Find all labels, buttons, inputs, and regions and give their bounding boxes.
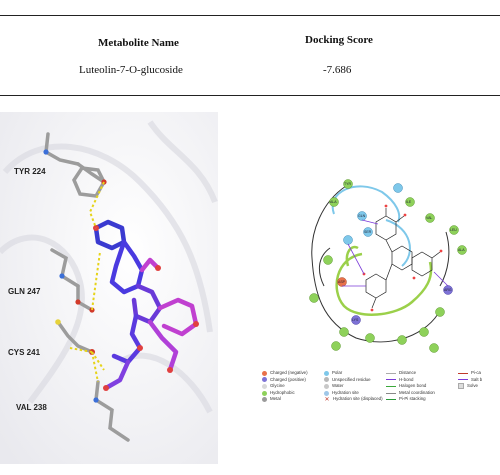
residue-label-val: VAL 238 xyxy=(16,403,47,412)
legend-item-solvent: Solve xyxy=(458,383,482,390)
interaction-2d-svg: TYR ALA ILE VAL LEU ALA GLN SER LYS ARG … xyxy=(309,179,467,353)
svg-text:LYS: LYS xyxy=(352,318,359,322)
swatch-water xyxy=(324,383,329,389)
swatch-h-bond xyxy=(386,379,396,381)
legend-item-charged-negative: Charged (negative) xyxy=(262,370,308,377)
cell-metabolite-name: Luteolin-7-O-glucoside xyxy=(79,64,183,76)
legend-item-unspecified: Unspecified residue xyxy=(324,377,383,384)
svg-text:ASP: ASP xyxy=(338,280,346,284)
residue-label-gln: GLN 247 xyxy=(8,287,41,296)
legend-item-halogen-bond: Halogen bond xyxy=(386,383,435,390)
swatch-pi-cation xyxy=(458,372,468,374)
h-bond-lines xyxy=(69,181,105,383)
surface-background xyxy=(0,112,218,464)
svg-text:VAL: VAL xyxy=(426,216,432,220)
legend-item-polar: Polar xyxy=(324,370,383,377)
svg-text:TYR: TYR xyxy=(344,182,351,186)
table-top-rule xyxy=(0,15,500,16)
docking-3d-view: TYR 224 GLN 247 CYS 241 VAL 238 xyxy=(0,112,218,464)
interaction-2d-diagram: TYR ALA ILE VAL LEU ALA GLN SER LYS ARG … xyxy=(226,162,500,370)
legend-col-residue-types: Charged (negative) Charged (positive) Gl… xyxy=(262,370,308,403)
nitrogen-atoms xyxy=(43,149,99,403)
legend-col-more-interactions: Pi-ca Salt b Solve xyxy=(458,370,482,390)
swatch-charged-positive xyxy=(262,377,267,383)
legend-item-metal: Metal xyxy=(262,396,308,403)
header-metabolite-name: Metabolite Name xyxy=(98,37,179,49)
svg-text:ARG: ARG xyxy=(444,288,452,292)
residue-label-tyr: TYR 224 xyxy=(14,167,46,176)
swatch-halogen-bond xyxy=(386,385,396,387)
legend-item-pi-pi-stacking: Pi-Pi stacking xyxy=(386,396,435,403)
table-bottom-rule xyxy=(0,95,500,96)
swatch-metal xyxy=(262,397,267,403)
ligand-sticks xyxy=(93,219,199,391)
svg-text:ALA: ALA xyxy=(458,248,465,252)
header-docking-score: Docking Score xyxy=(305,34,373,46)
swatch-hydrophobic xyxy=(262,390,267,396)
legend-item-h-bond: H-bond xyxy=(386,377,435,384)
swatch-metal-coordination xyxy=(386,392,396,394)
svg-text:ALA: ALA xyxy=(330,200,337,204)
legend-item-hydration-site: Hydration site xyxy=(324,390,383,397)
swatch-pi-pi-stacking xyxy=(386,399,396,401)
legend-item-water: Water xyxy=(324,383,383,390)
swatch-polar xyxy=(324,370,329,376)
legend-item-metal-coordination: Metal coordination xyxy=(386,390,435,397)
legend-item-distance: Distance xyxy=(386,370,435,377)
legend-item-charged-positive: Charged (positive) xyxy=(262,377,308,384)
residue-sticks xyxy=(44,132,130,442)
interaction-legend: Charged (negative) Charged (positive) Gl… xyxy=(262,370,500,418)
ligand-2d-oxygens xyxy=(362,204,443,312)
svg-text:ILE: ILE xyxy=(406,200,412,204)
ligand-2d xyxy=(365,208,441,309)
swatch-unspecified xyxy=(324,377,329,383)
swatch-glycine xyxy=(262,383,267,389)
swatch-solvent xyxy=(458,383,464,390)
sulfur-atom xyxy=(55,319,61,325)
pocket-contour-hydrophobic xyxy=(335,252,433,316)
legend-col-interactions: Distance H-bond Halogen bond Metal coord… xyxy=(386,370,435,403)
swatch-hydration-site xyxy=(324,390,329,396)
legend-item-glycine: Glycine xyxy=(262,383,308,390)
svg-text:GLN: GLN xyxy=(358,214,366,218)
legend-item-pi-cation: Pi-ca xyxy=(458,370,482,377)
legend-item-hydrophobic: Hydrophobic xyxy=(262,390,308,397)
swatch-distance xyxy=(386,372,396,374)
swatch-hydration-displaced-icon: ✕ xyxy=(324,396,330,403)
residue-node-labels: TYR ALA ILE VAL LEU ALA GLN SER LYS ARG … xyxy=(330,182,465,322)
swatch-salt-bridge xyxy=(458,379,468,381)
legend-item-hydration-displaced: ✕ Hydration site (displaced) xyxy=(324,396,383,403)
svg-text:SER: SER xyxy=(364,230,372,234)
legend-item-salt-bridge: Salt b xyxy=(458,377,482,384)
legend-col-other-types: Polar Unspecified residue Water Hydratio… xyxy=(324,370,383,403)
ligand-oxygens xyxy=(93,225,199,391)
h-bond-arrows xyxy=(342,219,449,287)
residue-label-cys: CYS 241 xyxy=(8,348,41,357)
docking-3d-svg: TYR 224 GLN 247 CYS 241 VAL 238 xyxy=(0,112,218,464)
backbone-path xyxy=(311,185,439,343)
cell-docking-score: -7.686 xyxy=(323,64,352,76)
residue-nodes xyxy=(309,179,467,353)
svg-text:LEU: LEU xyxy=(450,228,457,232)
swatch-charged-negative xyxy=(262,370,267,376)
